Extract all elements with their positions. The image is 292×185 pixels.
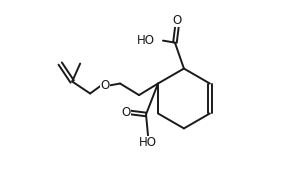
Text: O: O: [122, 106, 131, 119]
Text: O: O: [100, 79, 110, 92]
Text: O: O: [172, 14, 182, 27]
Text: HO: HO: [137, 34, 154, 47]
Text: HO: HO: [139, 136, 157, 149]
